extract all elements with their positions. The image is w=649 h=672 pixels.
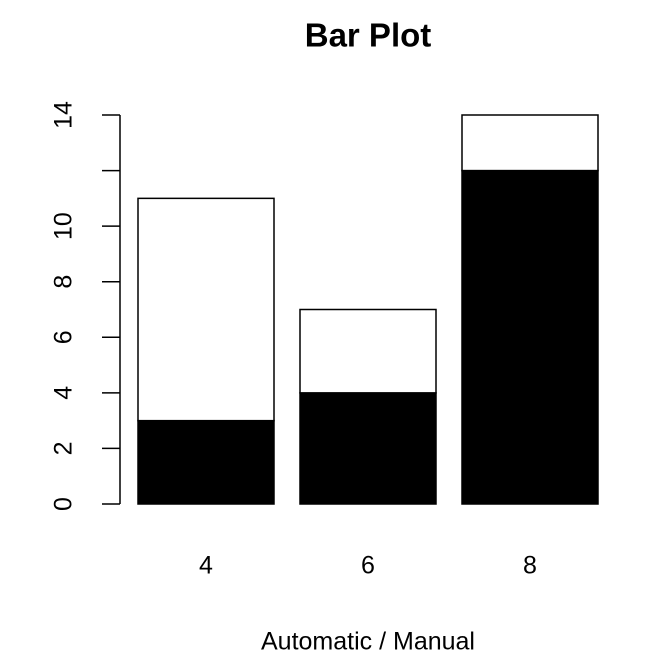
y-tick-label: 0 <box>50 497 78 511</box>
bar-segment <box>137 419 275 505</box>
bar-segment <box>461 169 599 505</box>
y-tick-label: 14 <box>50 101 78 129</box>
x-tick-label: 8 <box>523 552 537 580</box>
x-axis-label: Automatic / Manual <box>261 628 475 656</box>
bar-segment <box>299 308 437 394</box>
y-tick-label: 2 <box>50 441 78 455</box>
y-tick-label: 10 <box>50 212 78 240</box>
y-tick-label: 4 <box>50 386 78 400</box>
y-tick-label: 6 <box>50 330 78 344</box>
y-tick-label: 8 <box>50 275 78 289</box>
bar-segment <box>461 114 599 172</box>
bar-segment <box>137 197 275 422</box>
x-tick-label: 4 <box>199 552 213 580</box>
chart-title: Bar Plot <box>305 17 432 54</box>
x-tick-label: 6 <box>361 552 375 580</box>
bar-segment <box>299 392 437 505</box>
